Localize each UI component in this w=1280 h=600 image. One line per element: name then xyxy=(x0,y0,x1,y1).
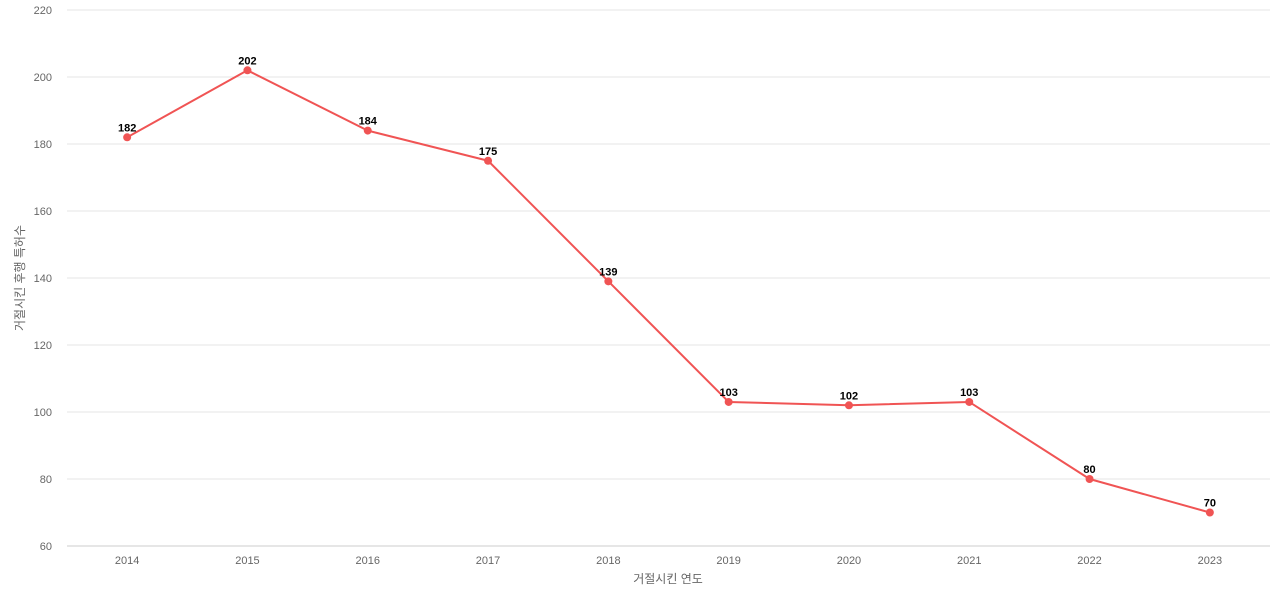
x-axis-title: 거절시킨 연도 xyxy=(633,572,703,586)
data-point xyxy=(604,277,613,286)
x-tick-label: 2014 xyxy=(115,555,139,567)
data-point xyxy=(363,126,372,135)
data-point xyxy=(724,397,733,406)
data-label: 175 xyxy=(479,146,497,158)
y-tick-label: 160 xyxy=(34,206,52,218)
data-label: 102 xyxy=(840,390,858,402)
series-layer xyxy=(123,66,1214,517)
data-point xyxy=(1085,475,1094,483)
y-tick-label: 80 xyxy=(40,474,52,486)
data-label: 182 xyxy=(118,122,136,134)
x-tick-label: 2018 xyxy=(596,555,620,567)
x-tick-label: 2022 xyxy=(1077,555,1101,567)
data-label: 70 xyxy=(1204,498,1216,510)
data-point xyxy=(844,401,853,410)
y-tick-label: 140 xyxy=(34,273,52,285)
y-tick-label: 120 xyxy=(34,340,52,352)
data-point xyxy=(965,397,974,406)
y-tick-label: 100 xyxy=(34,407,52,419)
x-tick-label: 2020 xyxy=(837,555,861,567)
x-tick-label: 2019 xyxy=(716,555,740,567)
series-line xyxy=(126,69,1211,514)
y-tick-label: 200 xyxy=(34,72,52,84)
data-label: 103 xyxy=(960,387,978,399)
y-tick-label: 180 xyxy=(34,139,52,151)
y-tick-label: 60 xyxy=(40,541,52,553)
data-label: 139 xyxy=(599,266,617,278)
data-label: 202 xyxy=(238,55,256,67)
y-axis-ticks: 60 80 100 120 140 160 180 200 220 xyxy=(34,5,52,553)
y-tick-label: 220 xyxy=(34,5,52,17)
y-axis-title: 거절시킨 후행 특허수 xyxy=(12,225,27,331)
x-tick-label: 2023 xyxy=(1198,555,1222,567)
gridlines xyxy=(67,9,1270,547)
data-point xyxy=(123,133,132,142)
data-point xyxy=(1205,508,1214,517)
x-tick-label: 2015 xyxy=(235,555,259,567)
x-tick-label: 2016 xyxy=(356,555,380,567)
x-tick-label: 2017 xyxy=(476,555,500,567)
data-point xyxy=(484,156,493,165)
x-tick-label: 2021 xyxy=(957,555,981,567)
data-label: 80 xyxy=(1083,464,1095,476)
data-labels: 182 202 184 175 139 103 102 103 80 70 xyxy=(118,55,1216,509)
x-axis-ticks: 2014 2015 2016 2017 2018 2019 2020 2021 2022 2023 xyxy=(115,555,1222,567)
data-point xyxy=(243,66,252,75)
data-label: 184 xyxy=(359,116,378,128)
data-label: 103 xyxy=(719,387,737,399)
